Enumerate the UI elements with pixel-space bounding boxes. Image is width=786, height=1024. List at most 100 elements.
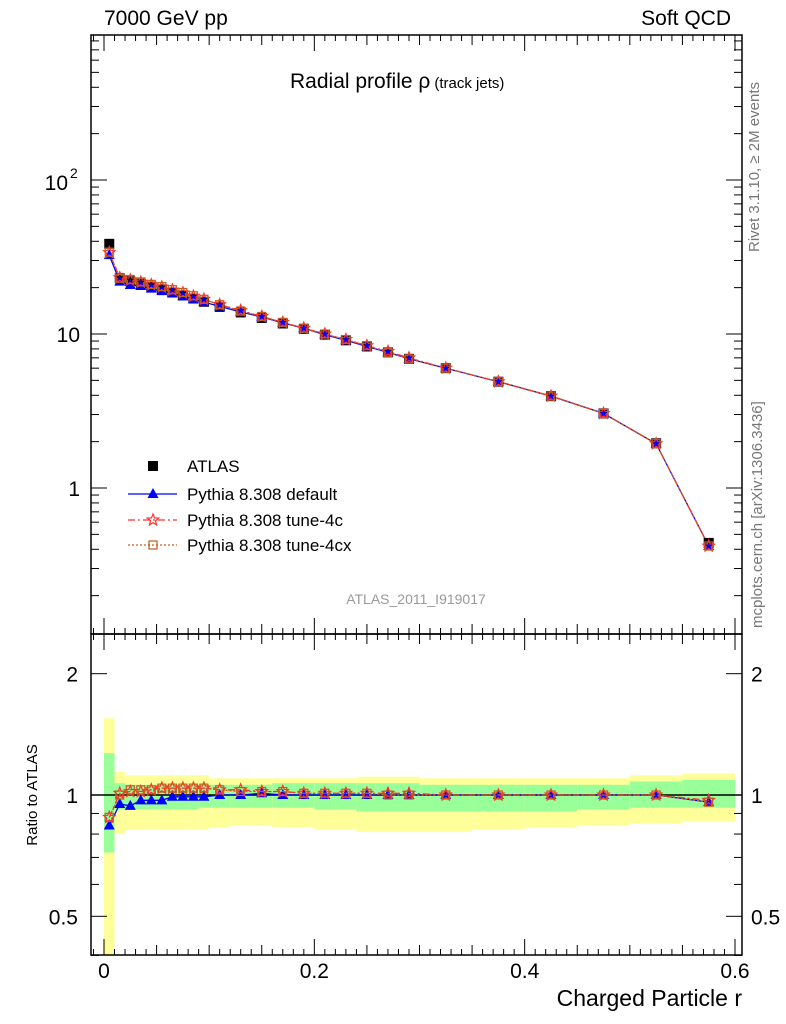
data-point-tune4cx bbox=[404, 354, 414, 364]
process-label: Soft QCD bbox=[641, 7, 731, 30]
data-point-default bbox=[114, 797, 126, 808]
legend-label-2: Pythia 8.308 tune-4c bbox=[187, 511, 343, 530]
data-point-tune4cx bbox=[178, 783, 188, 793]
x-tick-label: 0.4 bbox=[510, 960, 540, 983]
data-point-tune4cx bbox=[215, 300, 225, 310]
energy-label: 7000 GeV pp bbox=[104, 7, 228, 30]
data-point-tune4cx bbox=[104, 247, 114, 257]
plot-title: Radial profile ρ (track jets) bbox=[290, 70, 504, 93]
ratio-bands bbox=[104, 718, 735, 955]
data-point-tune4cx bbox=[383, 790, 393, 800]
data-point-tune4cx bbox=[157, 282, 167, 292]
ratio-tick-label-right: 2 bbox=[751, 664, 763, 687]
main-plot-series bbox=[102, 238, 716, 553]
data-point-default bbox=[177, 790, 189, 801]
ratio-plot-series bbox=[102, 780, 716, 830]
data-point-tune4cx bbox=[148, 540, 158, 550]
data-point-tune4cx bbox=[146, 279, 156, 289]
y-tick-label: 1 bbox=[68, 478, 80, 501]
data-point-atlas bbox=[148, 461, 158, 471]
analysis-label: ATLAS_2011_I919017 bbox=[346, 591, 486, 607]
data-point-default bbox=[147, 488, 159, 498]
y-axis-label-ratio: Ratio to ATLAS bbox=[24, 744, 41, 845]
data-point-tune4cx bbox=[546, 391, 556, 401]
data-point-tune4cx bbox=[199, 294, 209, 304]
data-point-tune4cx bbox=[404, 790, 414, 800]
legend-label-1: Pythia 8.308 default bbox=[187, 485, 338, 504]
data-point-default bbox=[187, 790, 199, 801]
data-point-tune4cx bbox=[704, 541, 714, 551]
data-point-tune4cx bbox=[362, 788, 372, 798]
data-point-tune4cx bbox=[115, 790, 125, 800]
data-point-default bbox=[156, 794, 168, 805]
data-point-default bbox=[145, 794, 157, 805]
data-point-default bbox=[103, 819, 115, 830]
data-point-tune4cx bbox=[257, 786, 267, 797]
data-point-tune4cx bbox=[341, 788, 351, 798]
uncertainty-band-inner bbox=[104, 753, 115, 853]
data-point-tune4cx bbox=[299, 788, 309, 798]
data-point-tune4cx bbox=[115, 273, 125, 283]
data-point-default bbox=[198, 790, 210, 801]
legend: ATLAS Pythia 8.308 default Pythia 8.308 tu… bbox=[128, 457, 352, 555]
data-point-tune4cx bbox=[236, 306, 246, 316]
data-point-tune4cx bbox=[341, 334, 351, 345]
data-point-tune4cx bbox=[441, 363, 451, 373]
data-point-tune4cx bbox=[236, 786, 246, 797]
data-point-tune4cx bbox=[362, 341, 372, 351]
ratio-tick-label: 1 bbox=[66, 785, 78, 808]
data-point-tune4cx bbox=[136, 785, 146, 795]
data-point-tune4cx bbox=[651, 439, 661, 449]
data-point-tune4cx bbox=[167, 285, 177, 295]
y-tick-label: 2 bbox=[70, 165, 78, 181]
data-point-tune4cx bbox=[257, 311, 267, 322]
data-point-tune4cx bbox=[598, 408, 609, 419]
data-point-tune4cx bbox=[546, 790, 556, 800]
data-point-tune4cx bbox=[441, 790, 451, 800]
data-point-tune4cx bbox=[167, 783, 177, 793]
data-point-default bbox=[135, 794, 147, 805]
legend-label-0: ATLAS bbox=[187, 457, 240, 476]
x-tick-label: 0.2 bbox=[300, 960, 329, 983]
data-point-tune4cx bbox=[493, 790, 503, 800]
data-point-tune4cx bbox=[704, 797, 714, 807]
x-axis-label: Charged Particle r bbox=[557, 985, 743, 1011]
x-tick-label: 0.6 bbox=[720, 960, 749, 983]
data-point-tune4cx bbox=[598, 790, 609, 800]
data-point-tune4cx bbox=[299, 323, 309, 333]
data-point-tune4cx bbox=[104, 812, 114, 822]
legend-label-3: Pythia 8.308 tune-4cx bbox=[187, 536, 352, 555]
data-point-tune4cx bbox=[199, 783, 209, 793]
ratio-tick-label: 2 bbox=[66, 664, 78, 687]
x-tick-label: 0 bbox=[98, 960, 110, 983]
data-point-default bbox=[235, 789, 247, 799]
data-point-tune4cx bbox=[383, 347, 393, 357]
data-point-tune4cx bbox=[320, 329, 330, 339]
ratio-tick-label-right: 0.5 bbox=[751, 906, 780, 929]
data-point-tune4cx bbox=[125, 785, 135, 795]
data-point-tune4cx bbox=[125, 274, 135, 285]
data-point-tune4cx bbox=[493, 377, 503, 387]
data-point-tune4cx bbox=[278, 786, 288, 797]
uncertainty-band-inner bbox=[125, 784, 136, 810]
data-point-tune4cx bbox=[651, 790, 661, 800]
data-point-default bbox=[124, 799, 136, 810]
y-tick-label: 10 bbox=[57, 324, 80, 347]
data-point-tune4cx bbox=[278, 317, 288, 327]
data-point-tune4cx bbox=[188, 783, 198, 793]
data-point-tune4cx bbox=[188, 291, 198, 301]
ratio-tick-label: 0.5 bbox=[49, 906, 78, 929]
plot-title-suffix: (track jets) bbox=[434, 75, 504, 92]
data-point-tune4cx bbox=[178, 287, 188, 298]
y-tick-label: 10 bbox=[45, 172, 68, 195]
data-point-tune4cx bbox=[146, 785, 156, 795]
ratio-line-3 bbox=[108, 787, 709, 818]
data-point-default bbox=[166, 790, 178, 801]
data-point-atlas bbox=[104, 238, 115, 249]
data-point-tune4cx bbox=[215, 785, 225, 795]
data-point-tune4cx bbox=[157, 783, 167, 793]
ratio-tick-label-right: 1 bbox=[751, 785, 763, 808]
data-point-tune4cx bbox=[136, 277, 146, 287]
data-point-tune4c bbox=[145, 512, 161, 527]
